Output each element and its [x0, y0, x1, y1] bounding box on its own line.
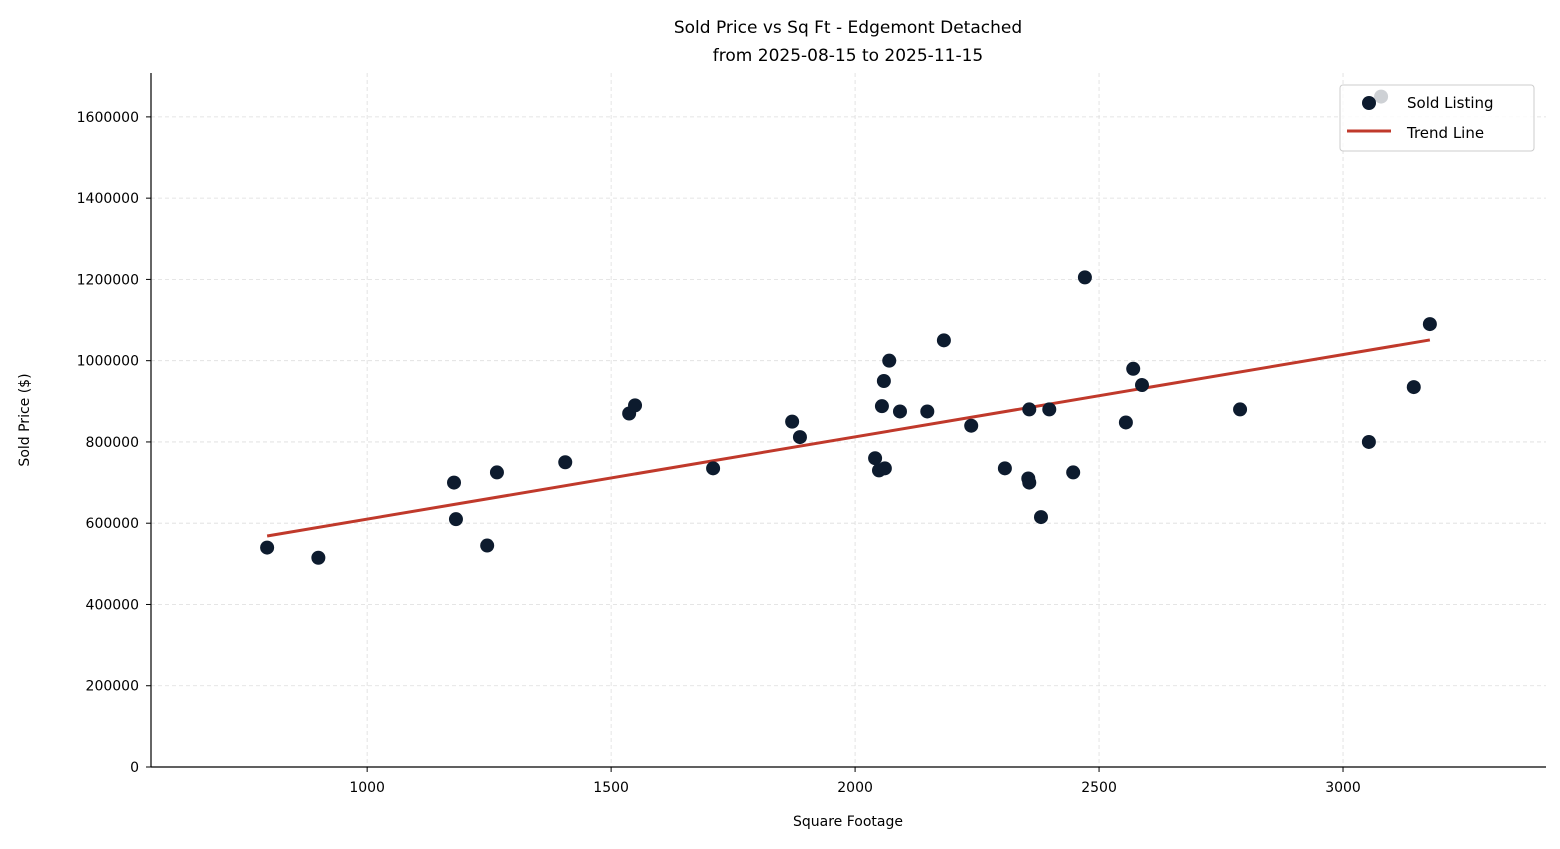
data-point [877, 461, 892, 476]
legend: Sold Listing Trend Line [1339, 84, 1535, 152]
data-point [489, 465, 504, 480]
x-tick-label: 2500 [1081, 780, 1117, 796]
data-point [706, 461, 721, 476]
y-tick-label: 1200000 [77, 272, 139, 288]
points-layer [260, 89, 1437, 565]
data-point [1033, 510, 1048, 525]
data-point [997, 461, 1012, 476]
data-point [874, 399, 889, 414]
data-point [1126, 361, 1141, 376]
data-point [792, 430, 807, 445]
y-tick-label: 200000 [86, 679, 139, 695]
y-tick-label: 1600000 [77, 110, 139, 126]
legend-marker-sold-listing [1362, 96, 1376, 110]
x-axis-label: Square Footage [793, 814, 903, 830]
x-tick-label: 1000 [349, 780, 385, 796]
data-point [876, 373, 891, 388]
data-point [882, 353, 897, 368]
trend-line-layer [266, 338, 1431, 538]
y-tick-label: 1400000 [77, 191, 139, 207]
data-point [447, 475, 462, 490]
data-point [936, 333, 951, 348]
grid [151, 73, 1546, 768]
data-point [260, 540, 275, 555]
data-point [628, 398, 643, 413]
data-point [1066, 465, 1081, 480]
y-axis-label: Sold Price ($) [17, 373, 33, 466]
trend-line [266, 338, 1431, 538]
x-tick-label: 2000 [837, 780, 873, 796]
data-point [480, 538, 495, 553]
y-tick-label: 1000000 [77, 354, 139, 370]
data-point [1422, 317, 1437, 332]
legend-box [1339, 84, 1535, 152]
data-point [892, 404, 907, 419]
data-point [311, 550, 326, 565]
x-tick-label: 3000 [1325, 780, 1361, 796]
data-point [785, 414, 800, 429]
data-point [1077, 270, 1092, 285]
chart-title: Sold Price vs Sq Ft - Edgemont Detached [674, 18, 1022, 38]
legend-label-sold-listing: Sold Listing [1407, 94, 1494, 112]
y-tick-label: 600000 [86, 516, 139, 532]
y-tick-label: 0 [130, 760, 139, 776]
data-point [448, 512, 463, 527]
data-point [1022, 402, 1037, 417]
data-point [1134, 378, 1149, 393]
axes: 1000 1500 2000 2500 3000 0 200000 400000 600000 8… [77, 73, 1546, 796]
data-point [920, 404, 935, 419]
chart-subtitle: from 2025-08-15 to 2025-11-15 [713, 46, 983, 66]
y-tick-label: 400000 [86, 597, 139, 613]
data-point [1361, 434, 1376, 449]
data-point [1406, 380, 1421, 395]
data-point [964, 418, 979, 433]
data-point [868, 451, 883, 466]
legend-label-trend-line: Trend Line [1406, 124, 1484, 142]
data-point [1233, 402, 1248, 417]
data-point [558, 455, 573, 470]
data-point [1042, 402, 1057, 417]
y-tick-label: 800000 [86, 435, 139, 451]
x-tick-label: 1500 [593, 780, 629, 796]
data-point [1022, 475, 1037, 490]
data-point [1118, 415, 1133, 430]
